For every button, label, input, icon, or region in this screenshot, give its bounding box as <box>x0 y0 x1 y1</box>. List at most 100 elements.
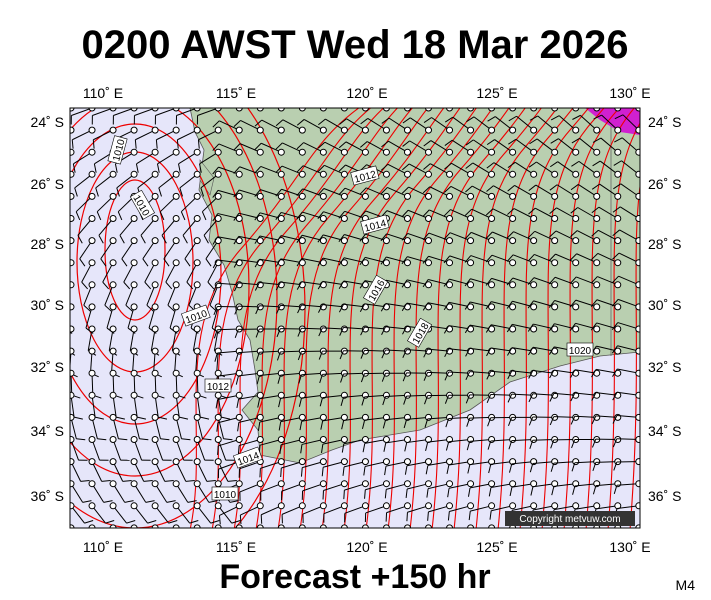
station <box>298 108 306 112</box>
barb-tick <box>401 186 409 194</box>
barb-tick <box>507 347 513 356</box>
barb-staff <box>576 276 597 286</box>
barb-staff <box>280 350 303 353</box>
barb-staff <box>178 151 198 165</box>
barb-tick <box>212 143 220 151</box>
barb-staff <box>449 255 471 264</box>
barb-staff <box>427 348 450 352</box>
barb-staff <box>91 505 106 524</box>
station <box>425 170 433 178</box>
barb-tick <box>338 257 345 266</box>
barb-tick <box>119 235 125 244</box>
barb-staff <box>512 254 534 264</box>
barb-staff <box>469 371 492 374</box>
lat-label: 34˚ S <box>31 423 64 439</box>
barb-tick <box>571 160 580 167</box>
contour-labels: 1010101010101012101410101012101410161018… <box>107 135 594 501</box>
barb-tick <box>574 532 575 541</box>
barb-tick <box>199 163 202 173</box>
barb-tick <box>591 369 597 378</box>
barb-tick <box>237 422 240 432</box>
barb-tick <box>384 489 387 499</box>
barb-tick <box>92 139 95 149</box>
barb-tick <box>125 304 133 312</box>
barb-staff <box>302 505 324 515</box>
station <box>551 148 559 156</box>
barb-tick <box>181 438 191 441</box>
barb-staff <box>153 351 156 374</box>
barb-staff <box>280 372 303 376</box>
barb-staff <box>211 306 219 329</box>
barb-staff <box>447 527 450 528</box>
barb-tick <box>74 187 78 197</box>
barb-staff <box>535 207 555 219</box>
station <box>509 108 517 112</box>
barb-tick <box>508 440 513 450</box>
station <box>425 237 433 245</box>
barb-staff <box>490 347 513 352</box>
barb-staff <box>473 139 492 153</box>
barb-tick <box>403 419 408 429</box>
barb-tick <box>276 97 283 103</box>
barb-tick <box>592 462 597 472</box>
station <box>635 259 640 267</box>
barb-tick <box>363 466 366 476</box>
barb-staff <box>534 230 555 242</box>
copyright: Copyright metvuw.com <box>519 514 620 525</box>
barb-staff <box>553 369 576 374</box>
barb-staff <box>301 394 324 399</box>
station <box>403 458 411 466</box>
barb-staff <box>493 185 513 197</box>
station <box>319 436 327 443</box>
barb-staff <box>323 461 345 468</box>
lon-label: 130˚ E <box>609 85 650 101</box>
station <box>88 325 96 333</box>
barb-staff <box>112 395 117 418</box>
barb-tick <box>275 258 282 267</box>
station <box>593 126 601 134</box>
barb-staff <box>213 328 219 351</box>
barb-tick <box>548 253 556 261</box>
barb-staff <box>323 505 345 515</box>
station <box>361 237 369 245</box>
station <box>235 148 243 156</box>
contour-line <box>365 108 477 528</box>
station <box>635 436 640 443</box>
barb-staff <box>259 282 282 286</box>
barb-staff <box>385 394 408 397</box>
barb-tick <box>117 211 123 221</box>
barb-tick <box>531 93 539 97</box>
station <box>509 458 517 466</box>
barb-staff <box>513 208 534 219</box>
station <box>151 369 159 377</box>
station <box>509 126 517 134</box>
barb-staff <box>238 439 261 447</box>
lon-label: 120˚ E <box>346 539 387 555</box>
barb-staff <box>161 218 177 236</box>
station <box>235 126 243 134</box>
station <box>256 170 264 178</box>
barb-staff <box>468 527 471 528</box>
barb-tick <box>202 438 212 441</box>
barb-staff <box>196 373 199 396</box>
barb-staff <box>217 236 240 242</box>
barb-tick <box>548 276 556 285</box>
barb-staff <box>70 373 73 396</box>
station <box>340 480 348 488</box>
barb-staff <box>70 417 77 439</box>
contour-label-box <box>407 317 433 348</box>
station <box>593 303 601 311</box>
barb-tick <box>487 417 492 427</box>
barb-tick <box>254 166 262 174</box>
barb-staff <box>555 230 576 242</box>
barb-staff <box>512 277 534 286</box>
station <box>88 259 96 267</box>
barb-staff <box>281 211 303 219</box>
station <box>446 259 454 267</box>
station <box>340 259 348 267</box>
station <box>151 259 159 267</box>
barb-staff <box>301 372 324 376</box>
contour-line <box>321 108 445 528</box>
barb-tick <box>570 416 576 425</box>
